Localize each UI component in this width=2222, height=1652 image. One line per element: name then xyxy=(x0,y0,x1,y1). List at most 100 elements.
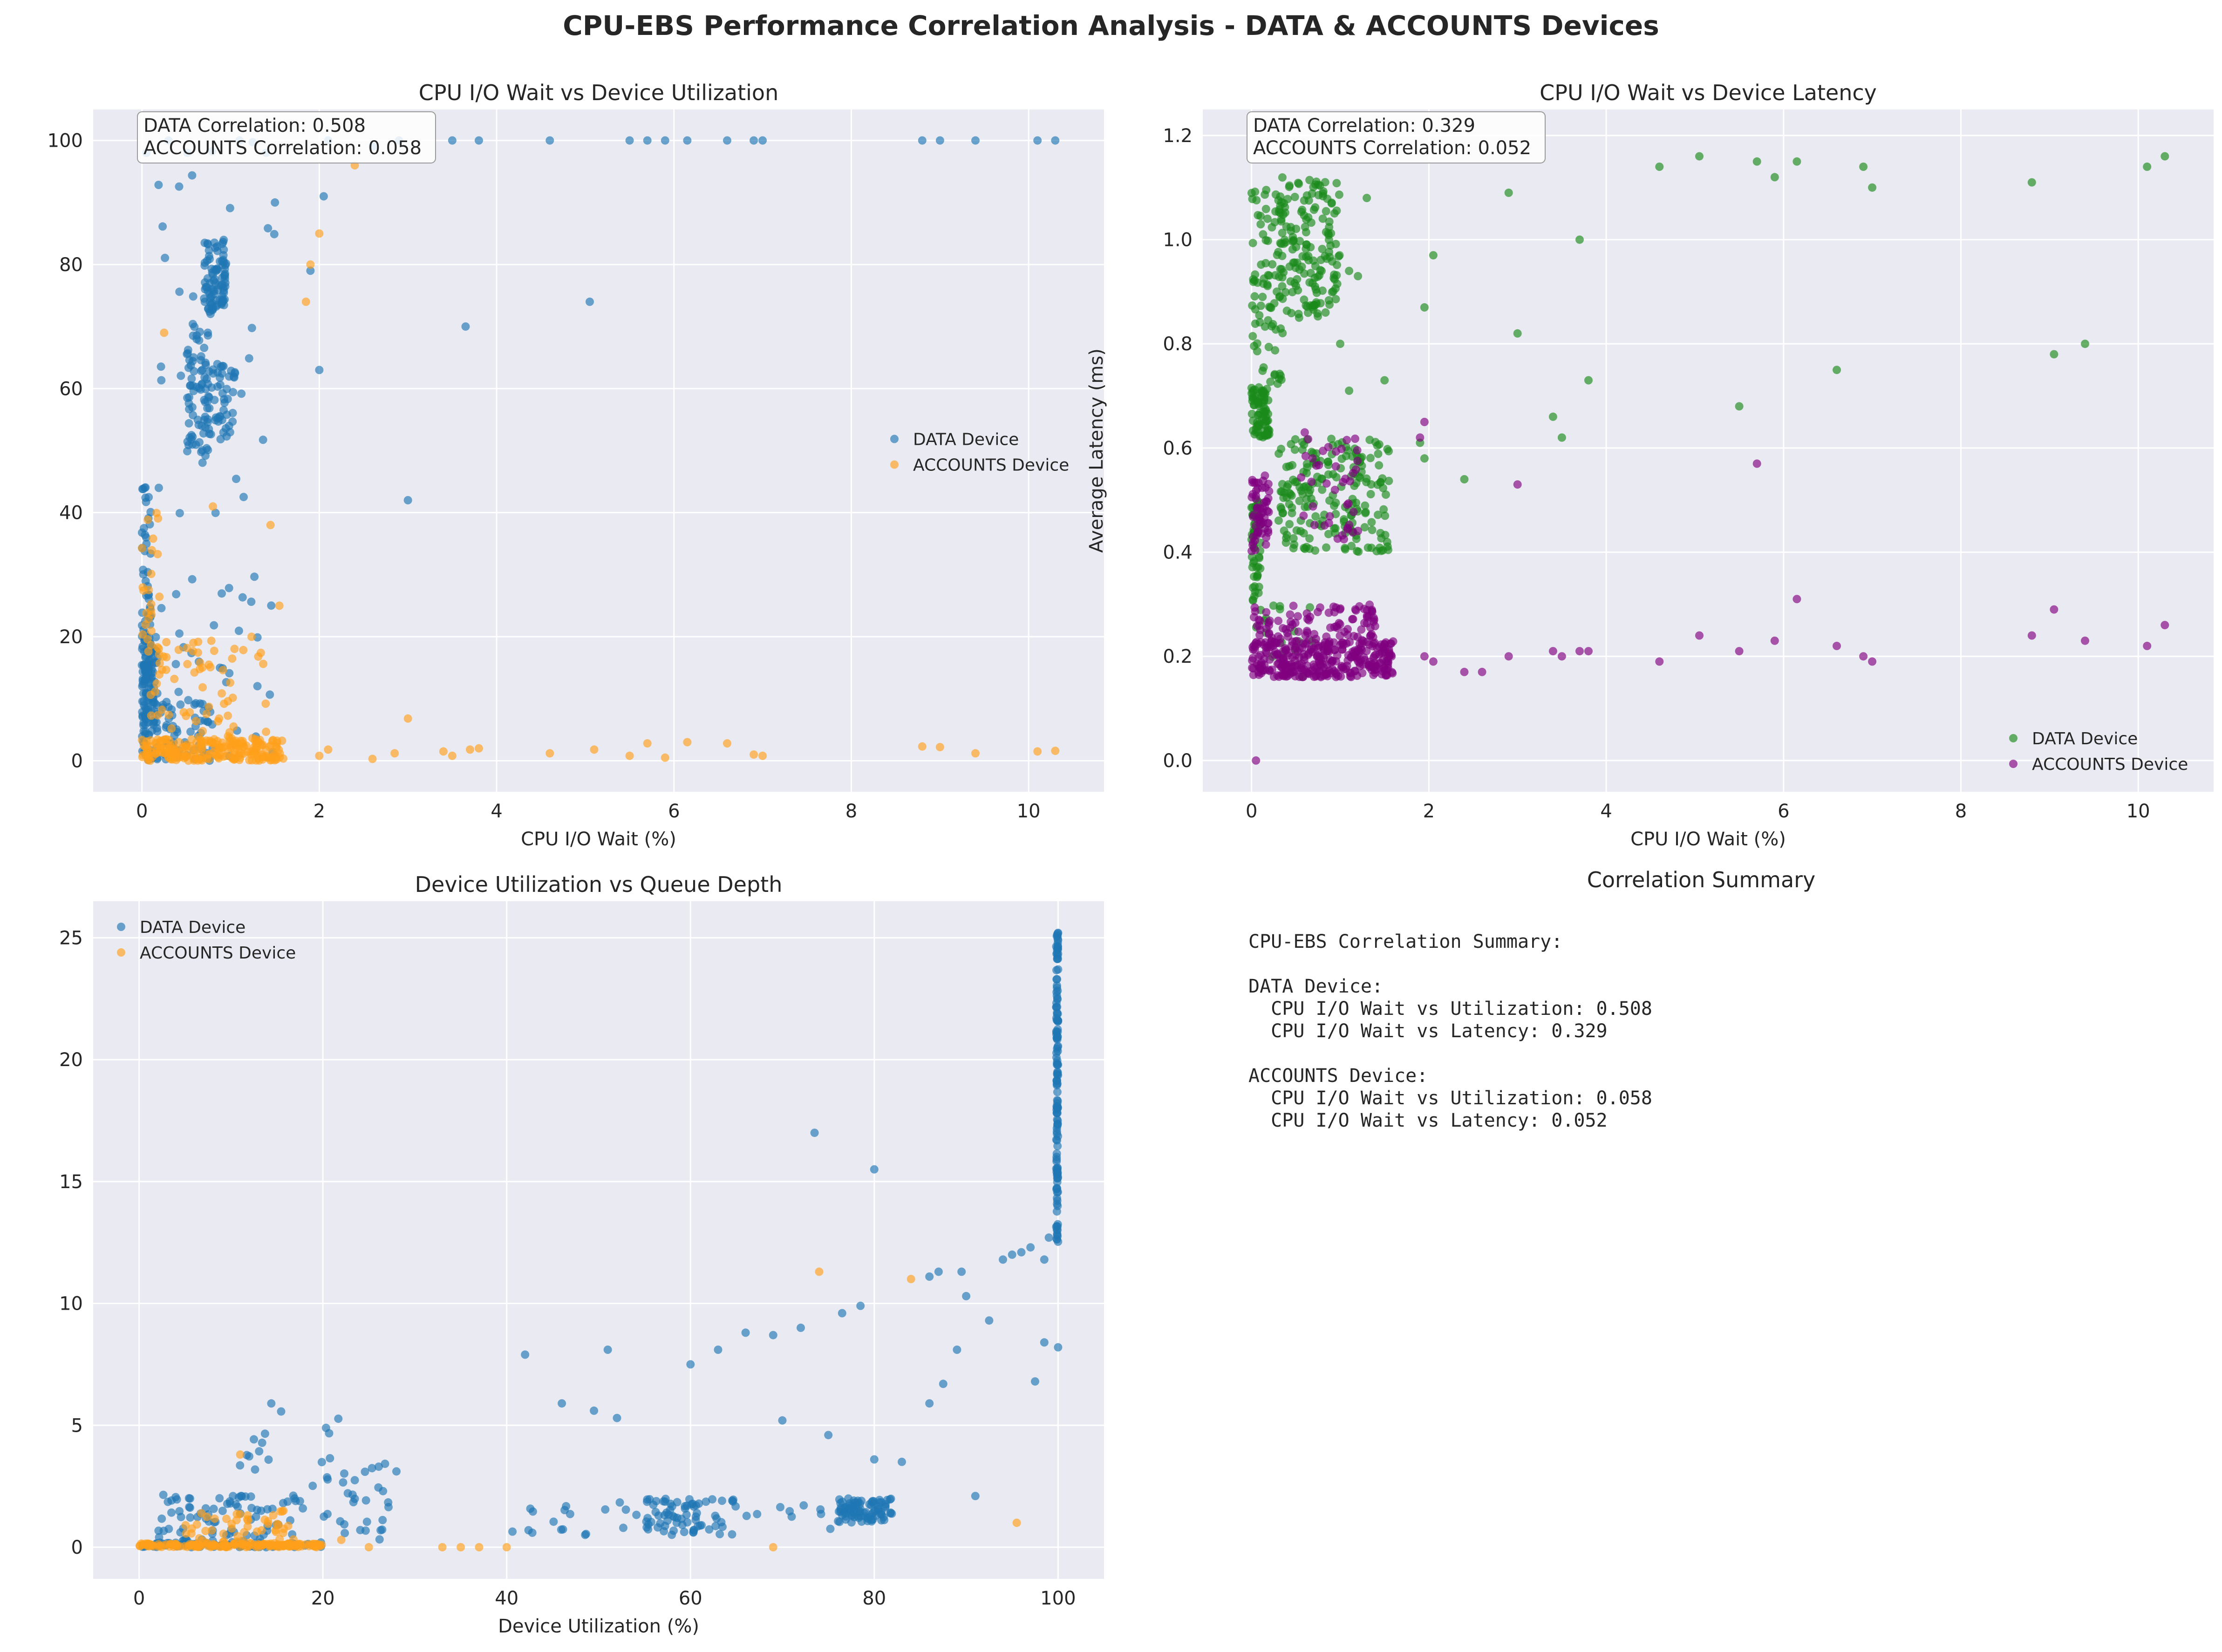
data-point xyxy=(222,259,231,268)
data-point xyxy=(152,679,161,688)
data-point xyxy=(1278,480,1287,489)
data-point xyxy=(306,260,315,269)
legend: DATA Device ACCOUNTS Device xyxy=(117,918,296,963)
summary-line: CPU I/O Wait vs Utilization: 0.058 xyxy=(1248,1088,1652,1109)
data-point xyxy=(1248,332,1257,340)
data-point xyxy=(222,1515,231,1523)
data-point xyxy=(1255,311,1264,320)
data-point xyxy=(368,755,377,763)
data-point xyxy=(1288,476,1297,484)
y-tick-label: 0.0 xyxy=(1163,750,1193,772)
data-point xyxy=(1287,440,1295,449)
data-point xyxy=(266,521,275,530)
data-point xyxy=(206,310,215,318)
data-point xyxy=(184,419,193,428)
data-point xyxy=(1379,505,1388,514)
data-point xyxy=(185,393,193,401)
data-point xyxy=(136,1542,144,1550)
data-point xyxy=(209,286,218,294)
data-point xyxy=(868,1497,877,1505)
data-point xyxy=(1376,529,1385,537)
data-point xyxy=(439,747,448,756)
data-point xyxy=(142,1540,151,1549)
data-point xyxy=(1250,292,1259,301)
data-point xyxy=(603,1346,612,1354)
data-point xyxy=(225,584,233,592)
data-point xyxy=(1265,487,1274,496)
data-point xyxy=(1264,618,1273,627)
data-point xyxy=(1322,479,1331,488)
data-point xyxy=(1752,157,1761,166)
chart-panel-queue-depth: 0 20 40 60 80 100 0 5 10 15 20 25 Device Utilization… xyxy=(59,872,1104,1637)
data-point xyxy=(1343,524,1352,532)
data-point xyxy=(253,682,262,691)
data-point xyxy=(239,493,248,502)
y-tick-label: 0.8 xyxy=(1163,333,1193,355)
data-point xyxy=(1264,343,1273,351)
data-point xyxy=(1053,1230,1062,1238)
data-point xyxy=(1330,646,1339,654)
data-point xyxy=(1300,269,1309,278)
data-point xyxy=(336,1517,345,1526)
data-point xyxy=(158,222,167,231)
data-point xyxy=(2081,340,2089,348)
data-point xyxy=(270,230,279,238)
data-point xyxy=(164,748,173,757)
data-point xyxy=(1695,631,1704,640)
data-point xyxy=(1053,945,1062,954)
data-point xyxy=(1297,473,1306,482)
data-point xyxy=(1330,524,1338,533)
data-point xyxy=(252,1527,261,1536)
data-point xyxy=(153,711,162,720)
data-point xyxy=(1290,192,1299,201)
data-point xyxy=(1276,201,1285,210)
data-point xyxy=(255,1447,264,1456)
data-point xyxy=(1347,542,1356,551)
data-point xyxy=(881,1500,890,1509)
data-point xyxy=(824,1431,833,1440)
data-point xyxy=(545,749,554,758)
data-point xyxy=(240,1528,249,1536)
data-point xyxy=(1298,252,1307,261)
data-point xyxy=(702,1497,710,1506)
data-point xyxy=(590,745,599,754)
annotation-box xyxy=(1247,111,1546,163)
summary-line: ACCOUNTS Device: xyxy=(1248,1065,1428,1087)
data-point xyxy=(728,1496,736,1505)
data-point xyxy=(198,458,207,467)
data-point xyxy=(219,245,228,254)
data-point xyxy=(1365,657,1374,666)
data-point xyxy=(1053,1088,1062,1096)
data-point xyxy=(1033,747,1042,756)
data-point xyxy=(147,570,156,578)
data-point xyxy=(661,136,669,145)
data-point xyxy=(935,136,944,145)
x-tick-label: 60 xyxy=(679,1588,702,1609)
data-point xyxy=(1256,220,1265,229)
data-point xyxy=(1365,640,1374,649)
data-point xyxy=(1309,205,1318,214)
data-point xyxy=(1351,435,1359,443)
data-point xyxy=(215,373,224,382)
data-point xyxy=(190,756,198,765)
data-point xyxy=(2161,621,2169,630)
data-point xyxy=(229,388,238,396)
data-point xyxy=(1278,229,1287,238)
data-point xyxy=(1429,657,1438,666)
data-point xyxy=(210,621,218,630)
data-point xyxy=(1249,664,1258,673)
data-point xyxy=(1276,503,1285,511)
data-point xyxy=(1351,606,1360,615)
data-point xyxy=(683,136,692,145)
data-point xyxy=(1294,627,1303,636)
data-point xyxy=(384,1502,393,1511)
data-point xyxy=(1360,523,1369,532)
data-point xyxy=(315,229,324,238)
data-point xyxy=(1250,613,1258,622)
data-point xyxy=(528,1507,537,1516)
data-point xyxy=(176,700,185,709)
data-point xyxy=(1026,1243,1035,1252)
data-point xyxy=(1353,446,1362,455)
data-point xyxy=(1557,652,1566,661)
data-point xyxy=(1326,241,1335,250)
